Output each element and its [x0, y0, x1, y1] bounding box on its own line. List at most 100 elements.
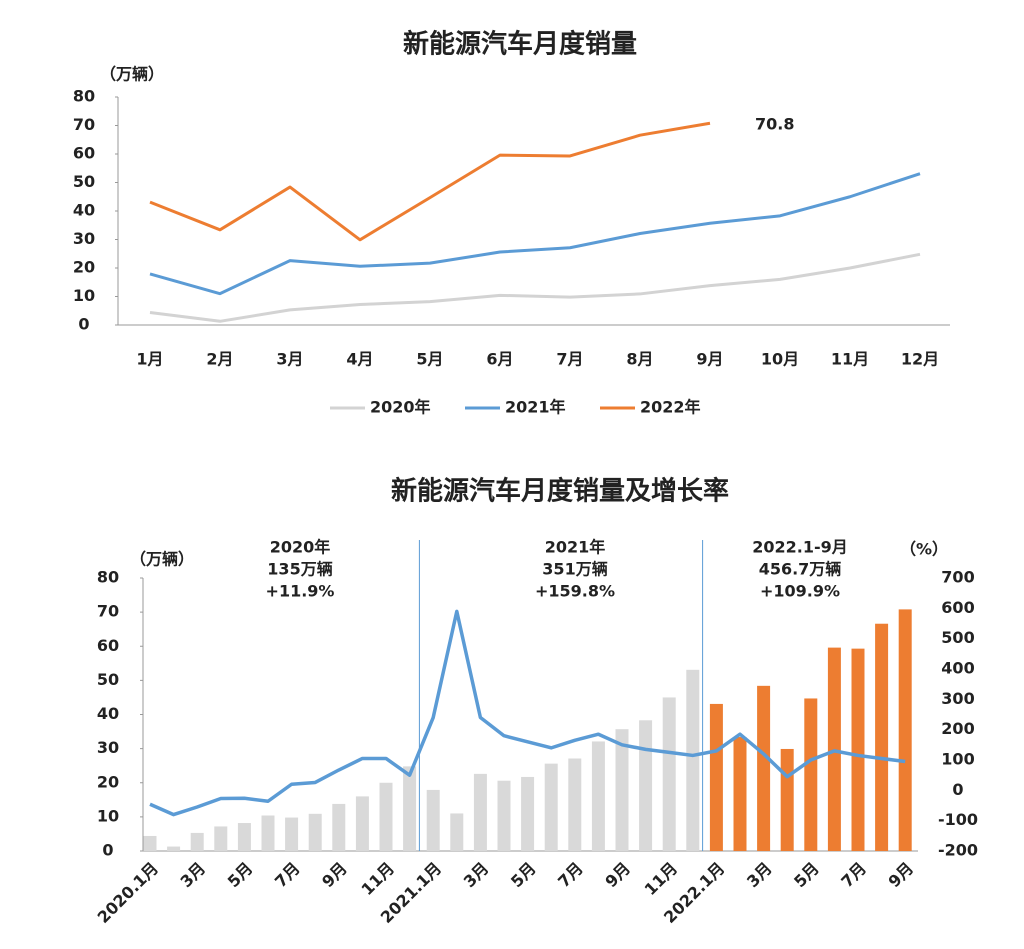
- line-series: [149, 172, 921, 296]
- y-unit: （万辆）: [100, 65, 164, 84]
- chart-title: 新能源汽车月度销量及增长率: [391, 476, 729, 507]
- x-tick-label: 10月: [761, 350, 799, 369]
- bar: [521, 776, 535, 851]
- x-tick-label: 12月: [901, 350, 939, 369]
- bar: [473, 773, 487, 851]
- y-tick-label: 0: [102, 841, 113, 860]
- bar: [308, 813, 322, 851]
- y-unit: （万辆）: [130, 550, 194, 569]
- x-tick-label: 3月: [177, 859, 210, 892]
- bar: [379, 782, 393, 851]
- bar: [875, 623, 889, 851]
- bar: [450, 813, 464, 851]
- y-tick-label: 50: [73, 172, 95, 191]
- x-tick-label: 5月: [224, 859, 257, 892]
- bar: [733, 737, 747, 851]
- growth-line: [149, 609, 906, 817]
- y-tick-label: 40: [73, 201, 95, 220]
- annotation: 456.7万辆: [759, 560, 842, 579]
- x-tick-label: 9月: [696, 350, 723, 369]
- annotation: +11.9%: [266, 582, 335, 601]
- y2-tick-label: -100: [938, 810, 978, 829]
- x-tick-label: 7月: [556, 350, 583, 369]
- bar: [639, 720, 653, 851]
- x-tick-label: 4月: [346, 350, 373, 369]
- x-tick-label: 11月: [831, 350, 869, 369]
- bar: [662, 697, 676, 851]
- annotation: +109.9%: [760, 582, 840, 601]
- bar: [332, 803, 346, 851]
- x-tick-label: 5月: [507, 859, 540, 892]
- x-tick-label: 1月: [136, 350, 163, 369]
- y-tick-label: 30: [73, 229, 95, 248]
- x-tick-label: 7月: [271, 859, 304, 892]
- y2-tick-label: 500: [941, 628, 974, 647]
- y-tick-label: 80: [97, 568, 119, 587]
- bar: [568, 758, 582, 851]
- x-tick-label: 8月: [626, 350, 653, 369]
- y2-tick-label: 300: [941, 689, 974, 708]
- x-tick-label: 7月: [554, 859, 587, 892]
- x-tick-label: 11月: [641, 859, 682, 900]
- x-tick-label: 6月: [486, 350, 513, 369]
- y2-tick-label: 100: [941, 750, 974, 769]
- bar: [544, 763, 558, 851]
- bar: [615, 729, 629, 851]
- bar: [686, 669, 700, 851]
- x-tick-label: 2月: [206, 350, 233, 369]
- bar: [757, 685, 771, 851]
- annotation: 2022.1-9月: [752, 538, 848, 557]
- x-tick-label: 7月: [837, 859, 870, 892]
- bar: [355, 796, 369, 851]
- bar: [591, 741, 605, 851]
- bar: [237, 823, 251, 851]
- chart-title: 新能源汽车月度销量: [403, 29, 637, 60]
- x-tick-label: 11月: [358, 859, 399, 900]
- x-tick-label: 2020.1月: [94, 859, 162, 927]
- bar: [497, 780, 511, 851]
- y-tick-label: 60: [73, 144, 95, 163]
- bar: [851, 648, 865, 851]
- data-label: 70.8: [755, 115, 794, 134]
- y-tick-label: 30: [97, 738, 119, 757]
- y-tick-label: 50: [97, 670, 119, 689]
- annotation: 351万辆: [542, 560, 607, 579]
- bar: [167, 846, 181, 851]
- bar: [780, 748, 794, 851]
- bar: [214, 826, 228, 851]
- x-tick-label: 9月: [601, 859, 634, 892]
- x-tick-label: 5月: [790, 859, 823, 892]
- bar: [285, 817, 299, 851]
- y-tick-label: 10: [97, 806, 119, 825]
- y-tick-label: 70: [73, 115, 95, 134]
- annotation: 2020年: [270, 538, 331, 557]
- line-series: [149, 252, 921, 323]
- y-tick-label: 80: [73, 87, 95, 106]
- x-tick-label: 5月: [416, 350, 443, 369]
- y2-tick-label: 400: [941, 659, 974, 678]
- y2-tick-label: 600: [941, 598, 974, 617]
- y2-tick-label: -200: [938, 841, 978, 860]
- line-series: [149, 121, 711, 242]
- legend-label: 2020年: [370, 398, 431, 417]
- bar: [403, 766, 417, 851]
- y2-unit: （%）: [900, 540, 948, 559]
- x-tick-label: 3月: [743, 859, 776, 892]
- x-tick-label: 9月: [885, 859, 918, 892]
- bar: [143, 835, 157, 851]
- bar: [426, 789, 440, 851]
- y-tick-label: 40: [97, 704, 119, 723]
- annotation: 2021年: [545, 538, 606, 557]
- y-tick-label: 0: [78, 315, 89, 334]
- annotation: +159.8%: [535, 582, 615, 601]
- x-tick-label: 9月: [318, 859, 351, 892]
- legend-label: 2022年: [640, 398, 701, 417]
- x-tick-label: 3月: [460, 859, 493, 892]
- bar: [709, 703, 723, 851]
- y2-tick-label: 200: [941, 719, 974, 738]
- bar: [898, 609, 912, 851]
- legend-label: 2021年: [505, 398, 566, 417]
- y-tick-label: 20: [97, 772, 119, 791]
- y-tick-label: 20: [73, 258, 95, 277]
